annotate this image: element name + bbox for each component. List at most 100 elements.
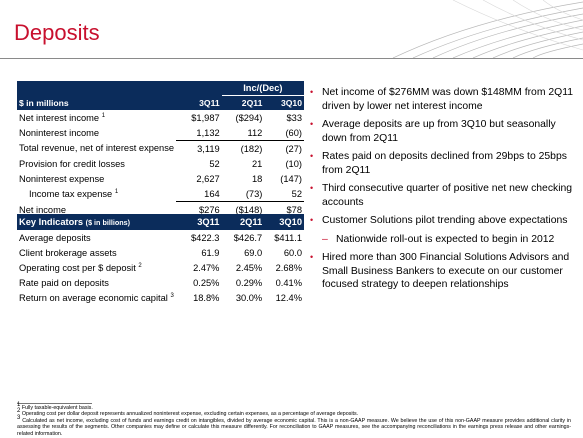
bullet-item: • Rates paid on deposits declined from 29… [308, 150, 576, 177]
row-label: Net interest income [19, 112, 100, 123]
row-label: Client brokerage assets [19, 247, 117, 258]
bullet-text: Hired more than 300 Financial Solutions … [322, 252, 570, 290]
footnotes: 1 Fully taxable-equivalent basis. 2 Oper… [17, 402, 571, 437]
footnote-divider [17, 403, 92, 404]
bullet-icon: • [310, 183, 314, 193]
bullet-icon: • [310, 119, 314, 129]
bullet-text: Net income of $276MM was down $148MM fro… [322, 87, 574, 112]
row-label: Noninterest income [19, 127, 100, 138]
corner-decoration [392, 0, 583, 58]
table-row: Rate paid on deposits 0.25% 0.29% 0.41% [17, 275, 304, 290]
footnote: 1 Fully taxable-equivalent basis. [17, 402, 571, 411]
footnote-ref: 1 [101, 112, 106, 119]
unit-label: $ in millions [17, 95, 177, 110]
table-row: Client brokerage assets 61.9 69.0 60.0 [17, 245, 304, 260]
cell: 1,132 [176, 125, 222, 141]
table-row: Operating cost per $ deposit 2 2.47% 2.4… [17, 260, 304, 275]
bullet-item: • Hired more than 300 Financial Solutions… [308, 251, 576, 292]
bullet-icon: • [310, 151, 314, 161]
sub-bullet-text: Nationwide roll-out is expected to begin… [336, 233, 555, 245]
col-header: 2Q11 [221, 95, 265, 110]
dash-icon: – [322, 233, 328, 245]
cell: 0.41% [275, 277, 302, 288]
cell: 69.0 [244, 247, 263, 258]
cell: $422.3 [191, 232, 220, 243]
bullet-item: • Average deposits are up from 3Q10 but s… [308, 118, 576, 145]
inc-dec-header: Inc/(Dec) [221, 81, 304, 96]
col-header: 3Q10 [264, 214, 304, 230]
table-row: Net interest income 1 $1,987 ($294) $33 [17, 110, 304, 125]
cell: 164 [176, 186, 222, 202]
cell: 21 [252, 158, 263, 169]
bullet-icon: • [310, 215, 314, 225]
cell: 0.29% [235, 277, 263, 288]
cell: 112 [221, 125, 265, 141]
table-row: Noninterest expense 2,627 18 (147) [17, 171, 304, 186]
cell: $411.1 [274, 232, 302, 243]
cell: (60) [264, 125, 304, 141]
bullet-text: Customer Solutions pilot trending above … [322, 215, 568, 226]
bullet-text: Average deposits are up from 3Q10 but se… [322, 119, 556, 144]
footnote-text: Calculated as net income, excluding cost… [17, 417, 571, 437]
footnote-number: 2 [17, 408, 21, 415]
cell: (182) [240, 143, 263, 154]
table-row: Total revenue, net of interest expense 3… [17, 141, 304, 157]
indicators-header-unit: ($ in billions) [85, 218, 130, 227]
income-table: Inc/(Dec) $ in millions 3Q11 2Q11 3Q10 N… [17, 81, 304, 220]
table-row: Provision for credit losses 52 21 (10) [17, 156, 304, 171]
income-column-header-row: $ in millions 3Q11 2Q11 3Q10 [17, 95, 304, 110]
bullet-icon: • [310, 87, 314, 97]
row-label: Average deposits [19, 232, 91, 243]
cell: (27) [285, 143, 302, 154]
cell: 0.25% [193, 277, 220, 288]
cell: 2.68% [275, 262, 302, 273]
cell: 30.0% [235, 292, 263, 303]
row-label: Return on average economic capital [19, 292, 168, 303]
row-label: Provision for credit losses [19, 158, 125, 169]
table-row: Average deposits $422.3 $426.7 $411.1 [17, 230, 304, 245]
cell: 2,627 [196, 173, 220, 184]
bullet-item: • Net income of $276MM was down $148MM fr… [308, 86, 576, 113]
footnote-number: 1 [17, 402, 21, 409]
table-row: Return on average economic capital 3 18.… [17, 290, 304, 305]
table-row: Income tax expense 1 164 (73) 52 [17, 186, 304, 202]
bullet-icon: • [310, 252, 314, 262]
table-row: Noninterest income 1,132 112 (60) [17, 125, 304, 141]
row-label: Rate paid on deposits [19, 277, 109, 288]
cell: 2.47% [193, 262, 220, 273]
row-label: Income tax expense [29, 188, 113, 199]
row-label: Operating cost per $ deposit [19, 262, 136, 273]
sub-bullet-item: – Nationwide roll-out is expected to begi… [308, 233, 576, 247]
cell: $426.7 [233, 232, 263, 243]
footnote-text: Fully taxable-equivalent basis. [21, 405, 93, 411]
footnote-ref: 3 [170, 292, 174, 299]
col-header: 3Q10 [264, 95, 304, 110]
cell: $33 [286, 112, 302, 123]
cell: 3,119 [197, 143, 220, 154]
footnote-number: 3 [17, 415, 21, 422]
cell: (10) [285, 158, 302, 169]
indicators-header-label: Key Indicators [19, 217, 84, 227]
cell: 18.8% [193, 292, 220, 303]
cell: $1,987 [191, 112, 220, 123]
footnote-text: Operating cost per dollar deposit repres… [21, 411, 359, 418]
income-group-header-row: Inc/(Dec) [17, 81, 304, 96]
col-header: 2Q11 [221, 214, 265, 230]
cell: ($294) [235, 112, 263, 123]
cell: 52 [209, 158, 220, 169]
cell: 12.4% [275, 292, 302, 303]
cell: 60.0 [283, 247, 302, 258]
footnote-ref: 1 [114, 188, 119, 195]
bullet-item: • Customer Solutions pilot trending above… [308, 214, 576, 228]
key-indicators-table: Key Indicators ($ in billions) 3Q11 2Q11… [17, 214, 304, 305]
page-title: Deposits [14, 20, 100, 45]
col-header: 3Q11 [176, 95, 222, 110]
bullet-text: Third consecutive quarter of positive ne… [322, 183, 573, 208]
bullet-text: Rates paid on deposits declined from 29b… [322, 151, 567, 176]
indicators-header-row: Key Indicators ($ in billions) 3Q11 2Q11… [17, 214, 304, 230]
row-label: Total revenue, net of interest expense [19, 143, 175, 154]
cell: (73) [221, 186, 265, 202]
cell: 52 [264, 186, 304, 202]
bullet-item: • Third consecutive quarter of positive n… [308, 182, 576, 209]
cell: 2.45% [235, 262, 263, 273]
